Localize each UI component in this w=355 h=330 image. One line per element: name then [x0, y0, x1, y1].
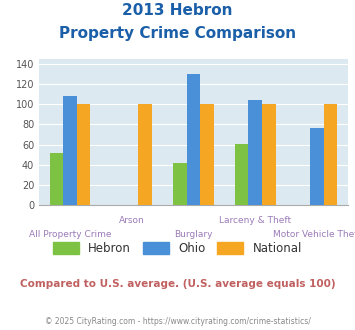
Bar: [324, 105, 337, 205]
Text: 2013 Hebron: 2013 Hebron: [122, 3, 233, 18]
Bar: [235, 144, 248, 205]
Text: Burglary: Burglary: [174, 230, 213, 239]
Text: Property Crime Comparison: Property Crime Comparison: [59, 26, 296, 41]
Text: Arson: Arson: [119, 216, 144, 225]
Bar: [173, 163, 187, 205]
Legend: Hebron, Ohio, National: Hebron, Ohio, National: [48, 237, 307, 259]
Text: © 2025 CityRating.com - https://www.cityrating.com/crime-statistics/: © 2025 CityRating.com - https://www.city…: [45, 317, 310, 326]
Bar: [63, 96, 77, 205]
Text: Larceny & Theft: Larceny & Theft: [219, 216, 291, 225]
Bar: [248, 100, 262, 205]
Bar: [200, 105, 214, 205]
Bar: [138, 105, 152, 205]
Bar: [187, 75, 200, 205]
Text: All Property Crime: All Property Crime: [29, 230, 111, 239]
Bar: [262, 105, 275, 205]
Text: Compared to U.S. average. (U.S. average equals 100): Compared to U.S. average. (U.S. average …: [20, 279, 335, 289]
Bar: [77, 105, 90, 205]
Text: Motor Vehicle Theft: Motor Vehicle Theft: [273, 230, 355, 239]
Bar: [310, 128, 324, 205]
Bar: [50, 152, 63, 205]
